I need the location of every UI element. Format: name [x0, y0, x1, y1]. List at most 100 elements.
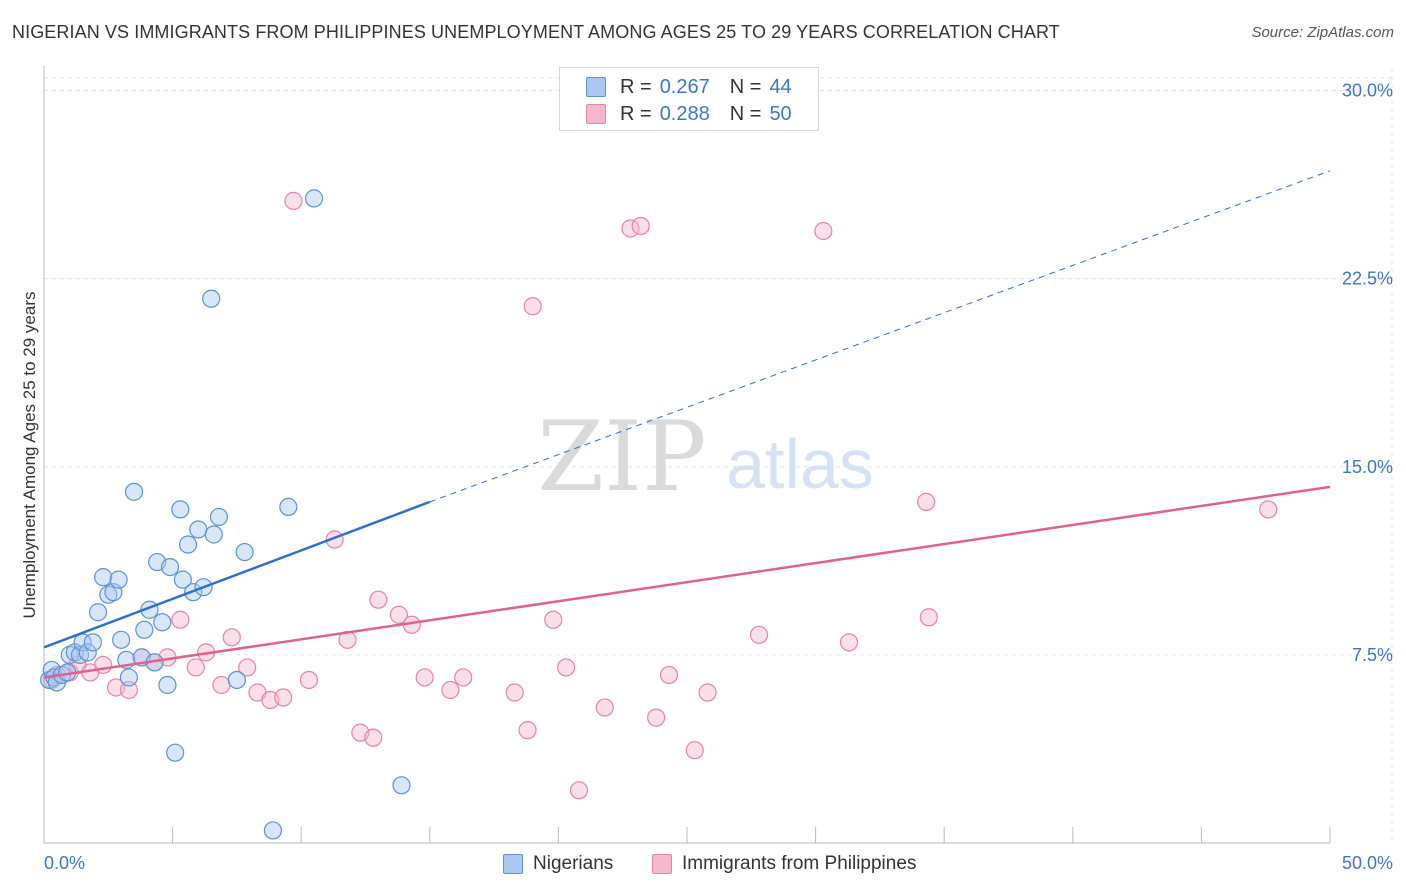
nigerians-point [99, 585, 118, 604]
philippines-point [505, 683, 524, 702]
philippines-point [212, 675, 231, 695]
philippines-point [685, 741, 704, 760]
nigerians-swatch [586, 77, 606, 97]
points-layer [40, 189, 1278, 840]
philippines-point [749, 625, 769, 644]
philippines-point [369, 590, 388, 609]
legend-n-label: N = [729, 75, 762, 98]
nigerians-point [392, 776, 411, 795]
correlation-legend: R = 0.267 N = 44 R = 0.288 N = 50 [559, 67, 819, 131]
axis-layer [43, 66, 1331, 844]
philippines-point [238, 658, 257, 677]
philippines-swatch [586, 104, 606, 124]
legend-r-label: R = [620, 102, 652, 125]
nigerians-point [204, 525, 223, 544]
philippines-point [659, 665, 679, 685]
nigerians-point [60, 645, 79, 664]
philippines-point [839, 633, 859, 652]
tick-label-layer: 7.5% 15.0% 22.5% 30.0% 0.0% 50.0% [44, 81, 1393, 873]
philippines-point [814, 221, 833, 241]
philippines-legend-swatch [652, 854, 672, 874]
y-tick-label: 7.5% [1352, 645, 1393, 665]
bottom-legend-philippines: Immigrants from Philippines [652, 851, 916, 877]
nigerians-point [158, 675, 177, 695]
nigerians-point [235, 542, 254, 562]
y-axis-title: Unemployment Among Ages 25 to 29 years [20, 291, 39, 619]
philippines-point [274, 688, 293, 707]
philippines-trend-line [43, 485, 1331, 679]
legend-r-value: 0.288 [659, 102, 710, 125]
philippines-point [284, 191, 303, 211]
nigerians-point [153, 613, 172, 632]
nigerians-point [112, 630, 131, 649]
philippines-point [186, 658, 205, 677]
watermark-atlas: atlas [726, 425, 874, 503]
nigerians-point [166, 743, 185, 762]
y-tick-label: 15.0% [1342, 457, 1393, 477]
philippines-point [631, 216, 650, 236]
nigerians-trend-extension [429, 170, 1331, 503]
x-tick-label: 50.0% [1342, 853, 1393, 873]
philippines-point [364, 728, 383, 747]
philippines-point [569, 781, 589, 800]
y-tick-label: 22.5% [1342, 269, 1393, 289]
legend-n-label: N = [729, 102, 762, 125]
nigerians-point [171, 500, 190, 519]
nigerians-point [160, 557, 180, 577]
philippines-point [299, 670, 319, 690]
nigerians-legend-swatch [503, 854, 523, 874]
philippines-point [454, 668, 473, 687]
nigerians-point [202, 289, 221, 308]
philippines-point [595, 698, 614, 717]
philippines-point [523, 297, 542, 316]
y-tick-label: 30.0% [1342, 81, 1393, 101]
bottom-legend-nigerians: Nigerians [503, 851, 613, 877]
legend-n-value: 50 [769, 102, 792, 125]
nigerians-point [65, 643, 84, 662]
philippines-point [94, 655, 113, 675]
nigerians-trend-line [43, 500, 431, 649]
nigerians-point [189, 520, 208, 539]
nigerians-point [227, 670, 246, 690]
philippines-point [919, 608, 938, 627]
x-tick-label: 0.0% [44, 853, 85, 873]
philippines-point [1259, 500, 1278, 519]
nigerians-point [83, 633, 102, 652]
watermark-zip: ZIP [537, 401, 706, 513]
watermark: ZIP atlas [537, 401, 874, 513]
philippines-point [389, 605, 409, 624]
nigerians-point [124, 482, 144, 501]
nigerians-point [109, 570, 128, 589]
philippines-point [119, 680, 138, 700]
legend-r-label: R = [620, 75, 652, 98]
philippines-legend-label: Immigrants from Philippines [682, 853, 917, 874]
chart-title: NIGERIAN VS IMMIGRANTS FROM PHILIPPINES … [12, 22, 1060, 42]
philippines-point [698, 683, 717, 702]
nigerians-point [135, 620, 154, 639]
nigerians-legend-label: Nigerians [533, 853, 614, 874]
philippines-point [647, 708, 666, 727]
nigerians-point [88, 603, 108, 622]
nigerians-point [119, 668, 138, 687]
nigerians-point [78, 643, 97, 662]
philippines-point [544, 610, 563, 629]
nigerians-point [173, 570, 192, 589]
nigerians-point [304, 189, 324, 208]
trend-layer [43, 170, 1331, 679]
source-label: Source: ZipAtlas.com [1251, 24, 1394, 41]
legend-n-value: 44 [769, 75, 792, 98]
nigerians-point [279, 497, 298, 517]
philippines-point [171, 610, 190, 629]
philippines-point [917, 492, 936, 511]
philippines-point [518, 721, 537, 740]
philippines-point [415, 668, 434, 687]
grid-layer [44, 68, 1393, 843]
philippines-point [222, 628, 241, 647]
legend-r-value: 0.267 [659, 75, 710, 98]
nigerians-point [178, 535, 198, 554]
nigerians-point [263, 821, 283, 840]
philippines-point [441, 680, 460, 700]
philippines-point [557, 658, 576, 677]
legend-row-nigerians: R = 0.267 N = 44 [586, 75, 792, 99]
